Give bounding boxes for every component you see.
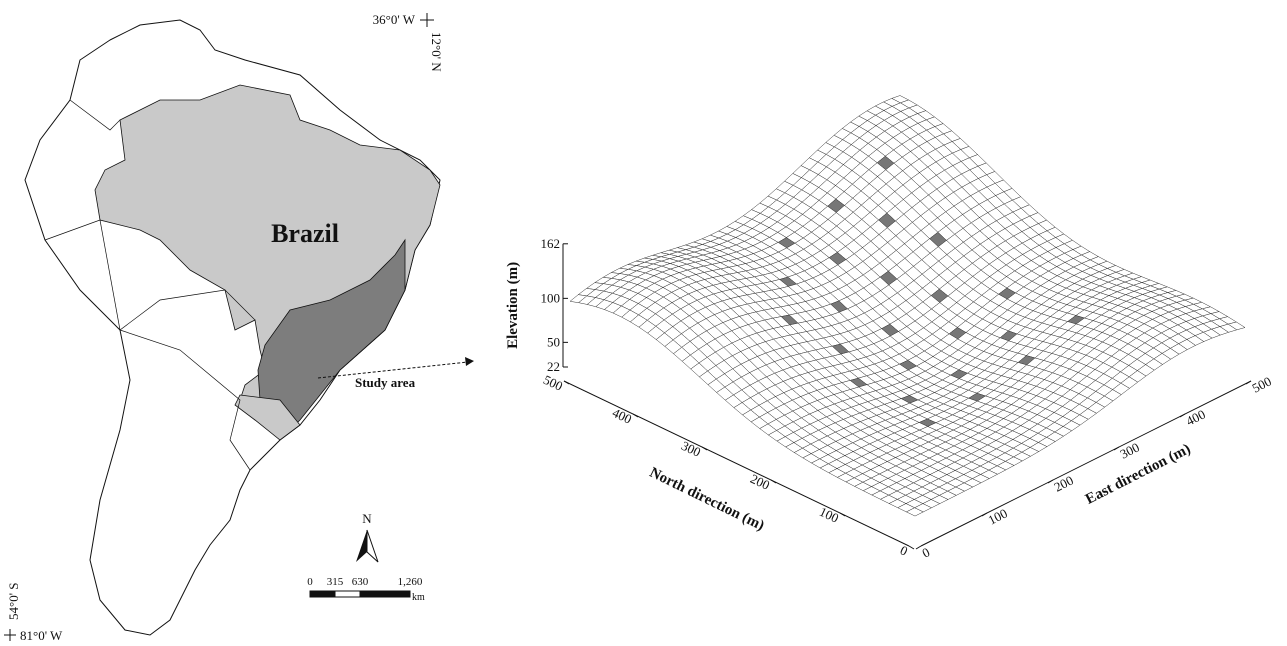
- north-label: N: [362, 511, 372, 526]
- border: [69, 99, 121, 131]
- y-tick: [1245, 380, 1252, 385]
- north-arrow: [366, 529, 379, 563]
- y-tick: [1047, 479, 1054, 484]
- coord-label: 36°0' W: [373, 12, 416, 27]
- x-tick-label: 300: [679, 438, 703, 460]
- x-tick-label: 0: [898, 542, 910, 558]
- y-tick: [1179, 413, 1186, 418]
- region: [234, 394, 301, 441]
- scale-unit: km: [412, 592, 425, 603]
- y-tick: [981, 512, 988, 517]
- y-tick-label: 0: [920, 544, 933, 560]
- x-tick-label: 200: [748, 471, 772, 493]
- x-tick: [770, 479, 777, 484]
- scale-segment: [309, 590, 336, 598]
- x-axis-label: North direction (m): [647, 465, 767, 534]
- axis-line: [563, 380, 910, 547]
- border: [44, 219, 256, 331]
- scale-tick-label: 630: [352, 576, 369, 588]
- y-tick-label: 500: [1250, 373, 1274, 395]
- coord-label: 81°0' W: [20, 628, 63, 643]
- coord-label: 12°0' N: [429, 32, 444, 72]
- y-tick: [1113, 446, 1120, 451]
- surface-plot: 0100200300400500010020030040050022501001…: [505, 95, 1274, 561]
- scale-tick-label: 315: [327, 576, 344, 588]
- z-axis-label: Elevation (m): [505, 262, 521, 349]
- scale-bar: 0 315 630 1,260 km: [307, 576, 425, 603]
- x-tick: [839, 512, 846, 517]
- z-tick-label: 50: [547, 334, 560, 349]
- y-tick-label: 400: [1184, 406, 1208, 428]
- z-tick-label: 162: [541, 236, 561, 251]
- x-tick: [701, 446, 708, 451]
- map: 36°0' W 12°0' N 54°0' S 81°0' W Brazil S…: [4, 12, 474, 643]
- country-label: Brazil: [271, 219, 339, 248]
- study-area-label: Study area: [355, 375, 416, 390]
- y-tick-label: 100: [986, 505, 1010, 527]
- x-tick-label: 500: [541, 372, 565, 394]
- y-tick-label: 300: [1118, 439, 1142, 461]
- x-tick-label: 100: [817, 504, 841, 526]
- x-tick: [563, 380, 570, 385]
- mesh: [569, 95, 1246, 517]
- scale-tick-label: 1,260: [398, 576, 423, 588]
- arrowhead: [465, 357, 474, 366]
- scale-segment: [359, 590, 411, 598]
- y-tick: [915, 545, 922, 550]
- z-tick-label: 22: [547, 359, 560, 374]
- border: [119, 329, 251, 471]
- y-tick-label: 200: [1052, 472, 1076, 494]
- x-tick: [908, 545, 915, 550]
- arrow: [317, 361, 469, 379]
- axis-line: [920, 380, 1252, 547]
- north-arrow: [356, 530, 367, 562]
- mesh-cell: [905, 507, 924, 517]
- scale-tick-label: 0: [307, 576, 313, 588]
- z-tick-label: 100: [541, 290, 561, 305]
- x-tick-label: 400: [610, 405, 634, 427]
- scale-segment: [334, 590, 361, 598]
- coord-label: 54°0' S: [6, 582, 21, 620]
- x-tick: [632, 413, 639, 418]
